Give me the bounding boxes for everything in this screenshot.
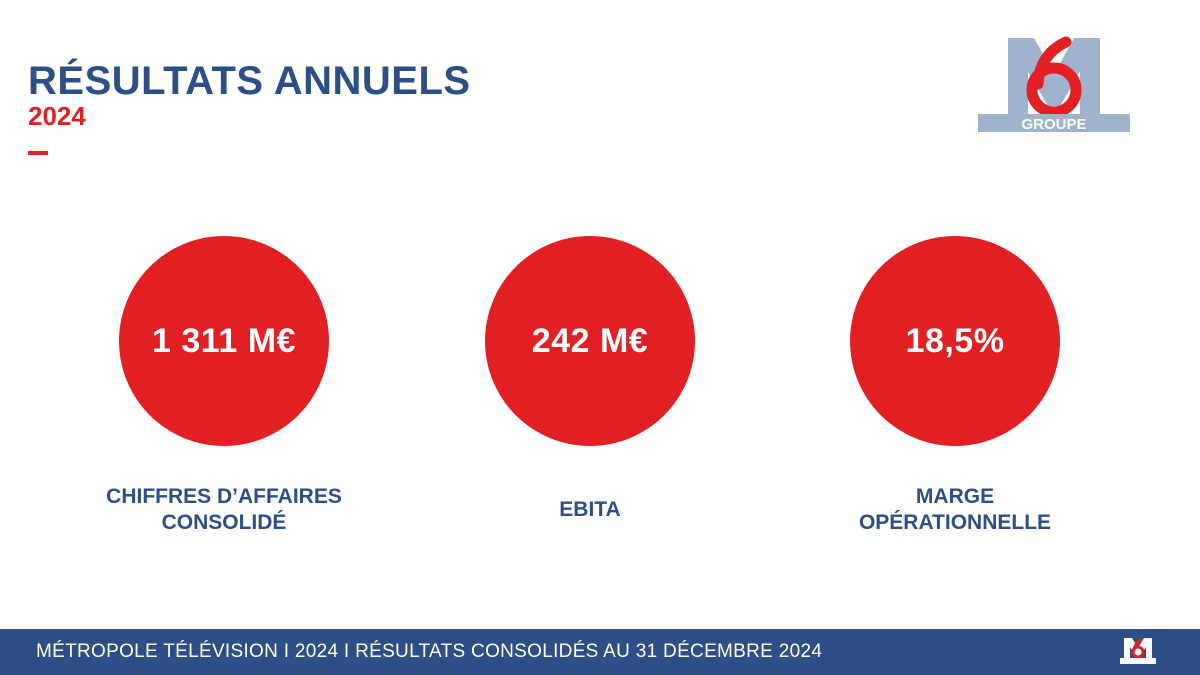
- kpi-value-margin: 18,5%: [905, 321, 1005, 360]
- logo-text: GROUPE: [1021, 116, 1086, 132]
- kpi-circle-ebita: 242 M€: [485, 236, 695, 446]
- page-subtitle-year: 2024: [28, 101, 86, 131]
- footer-text: MÉTROPOLE TÉLÉVISION I 2024 I RÉSULTATS …: [36, 641, 823, 662]
- kpi-label-margin: MARGE OPÉRATIONNELLE: [795, 484, 1115, 536]
- kpi-circle-revenue: 1 311 M€: [119, 236, 329, 446]
- kpi-label-revenue-line1: CHIFFRES D’AFFAIRES: [106, 485, 342, 508]
- footer-bar: MÉTROPOLE TÉLÉVISION I 2024 I RÉSULTATS …: [0, 629, 1200, 675]
- kpi-label-margin-line1: MARGE: [915, 485, 995, 508]
- m6-groupe-logo-small-icon: [1120, 638, 1156, 664]
- kpi-label-margin-line2: OPÉRATIONNELLE: [858, 511, 1052, 534]
- kpi-label-revenue-line2: CONSOLIDÉ: [161, 511, 287, 534]
- kpi-value-ebita: 242 M€: [531, 321, 649, 360]
- kpi-label-revenue: CHIFFRES D’AFFAIRES CONSOLIDÉ: [64, 484, 384, 536]
- title-accent-dash: [28, 151, 48, 155]
- kpi-label-ebita: EBITA: [430, 497, 750, 523]
- kpi-circle-margin: 18,5%: [850, 236, 1060, 446]
- page-title: RÉSULTATS ANNUELS: [28, 59, 471, 103]
- m6-groupe-logo: GROUPE: [978, 36, 1130, 132]
- kpi-value-revenue: 1 311 M€: [152, 321, 296, 360]
- kpi-label-ebita-line1: EBITA: [559, 498, 621, 521]
